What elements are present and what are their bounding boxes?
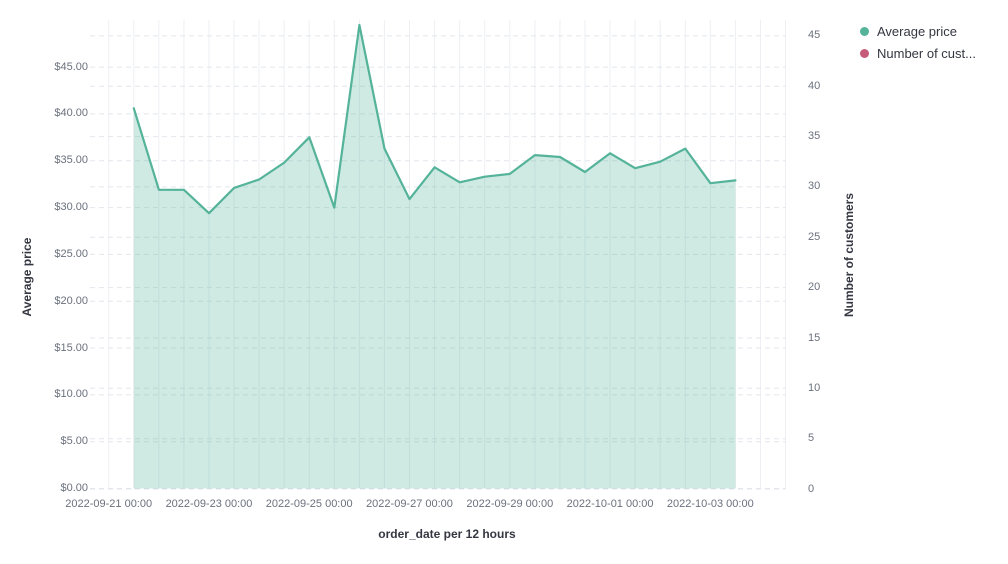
legend: Average price Number of cust... <box>860 24 976 61</box>
plot-area[interactable] <box>90 20 786 489</box>
left-axis-tick-label: $40.00 <box>54 107 88 120</box>
series-color-dot-icon <box>860 27 869 36</box>
left-axis-tick-label: $5.00 <box>60 435 88 448</box>
left-axis-tick-label: $15.00 <box>54 341 88 354</box>
left-axis-tick-label: $35.00 <box>54 154 88 167</box>
right-axis-tick-label: 20 <box>808 281 821 294</box>
left-axis-tick-label: $45.00 <box>54 60 88 73</box>
x-axis-tick-label: 2022-09-27 00:00 <box>366 498 453 510</box>
series-color-dot-icon <box>860 49 869 58</box>
area-series-average-price <box>132 23 737 489</box>
x-axis-tick-label: 2022-10-01 00:00 <box>566 498 654 510</box>
right-axis-tick-label: 35 <box>808 130 821 143</box>
legend-item-label: Average price <box>877 24 957 39</box>
left-axis-tick-label: $10.00 <box>54 388 88 401</box>
right-axis-tick-label: 30 <box>808 180 821 193</box>
legend-item-average-price[interactable]: Average price <box>860 24 976 39</box>
legend-item-number-of-customers[interactable]: Number of cust... <box>860 46 976 61</box>
right-axis-tick-label: 5 <box>808 432 815 445</box>
left-axis-tick-label: $25.00 <box>54 247 88 260</box>
x-axis-tick-label: 2022-09-21 00:00 <box>65 498 153 510</box>
left-axis-tick-label: $20.00 <box>54 294 88 307</box>
right-axis-title: Number of customers <box>842 192 856 318</box>
x-axis-tick-label: 2022-09-29 00:00 <box>466 498 554 510</box>
left-axis-tick-label: $0.00 <box>60 482 88 494</box>
x-axis-tick-label: 2022-10-03 00:00 <box>666 498 754 510</box>
left-axis-tick-label: $30.00 <box>54 201 88 214</box>
x-axis-title: order_date per 12 hours <box>378 527 516 541</box>
x-axis-tick-label: 2022-09-23 00:00 <box>165 498 253 510</box>
right-axis-tick-label: 45 <box>808 29 821 42</box>
right-axis-tick-label: 0 <box>808 482 815 495</box>
gridlines <box>90 20 786 490</box>
right-axis-tick-label: 10 <box>808 381 821 394</box>
right-axis-tick-label: 40 <box>808 79 821 92</box>
x-axis-tick-label: 2022-09-25 00:00 <box>265 498 353 510</box>
right-axis-tick-label: 15 <box>808 331 821 344</box>
left-axis-title: Average price <box>20 237 34 317</box>
legend-item-label: Number of cust... <box>877 46 976 61</box>
right-axis-tick-label: 25 <box>808 230 821 243</box>
